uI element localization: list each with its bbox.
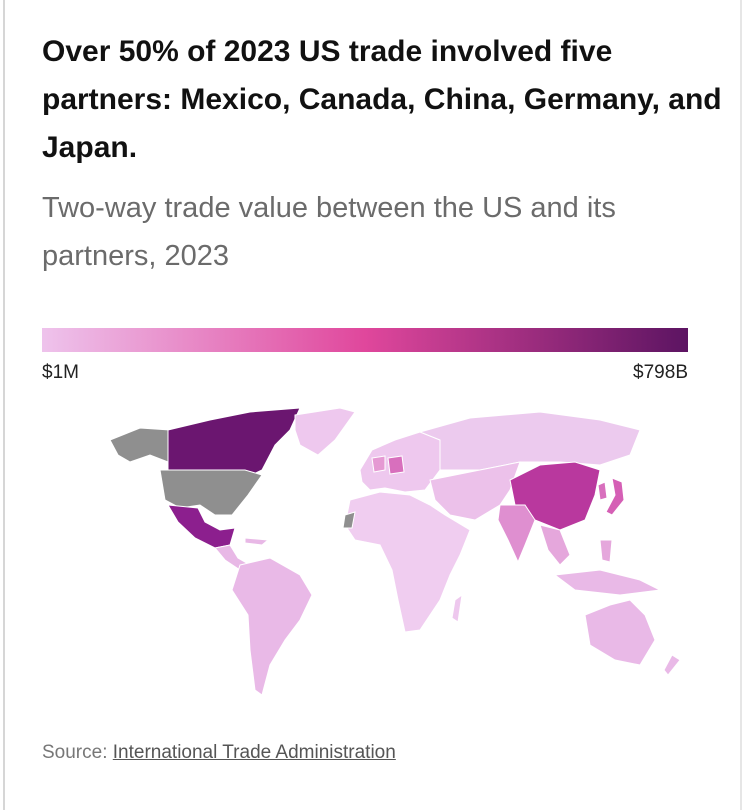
country xyxy=(418,411,641,471)
country xyxy=(387,455,405,475)
country xyxy=(553,569,662,596)
title: Over 50% of 2023 US trade involved five … xyxy=(42,35,722,164)
source: Source: International Trade Administrati… xyxy=(42,742,396,764)
country xyxy=(109,427,171,463)
world-map xyxy=(109,407,681,696)
country xyxy=(539,524,571,566)
country xyxy=(663,654,681,676)
scrollbar xyxy=(740,0,742,810)
country xyxy=(344,491,471,633)
country xyxy=(597,481,608,501)
country xyxy=(497,504,536,564)
country xyxy=(167,407,301,479)
country xyxy=(599,539,613,563)
country xyxy=(451,593,463,623)
country xyxy=(371,455,386,473)
country xyxy=(231,557,313,696)
country xyxy=(605,477,625,516)
subtitle: Two-way trade value between the US and i… xyxy=(42,192,616,272)
source-prefix: Source: xyxy=(42,742,108,763)
country xyxy=(244,537,270,546)
scale-max-label: $798B xyxy=(633,362,688,383)
country xyxy=(294,407,356,456)
country xyxy=(342,511,356,529)
color-scale xyxy=(42,328,688,352)
country xyxy=(584,599,656,666)
source-link[interactable]: International Trade Administration xyxy=(112,742,396,763)
country xyxy=(159,469,263,516)
scale-min-label: $1M xyxy=(42,362,79,383)
frame-edge xyxy=(3,0,5,810)
country xyxy=(167,504,236,549)
